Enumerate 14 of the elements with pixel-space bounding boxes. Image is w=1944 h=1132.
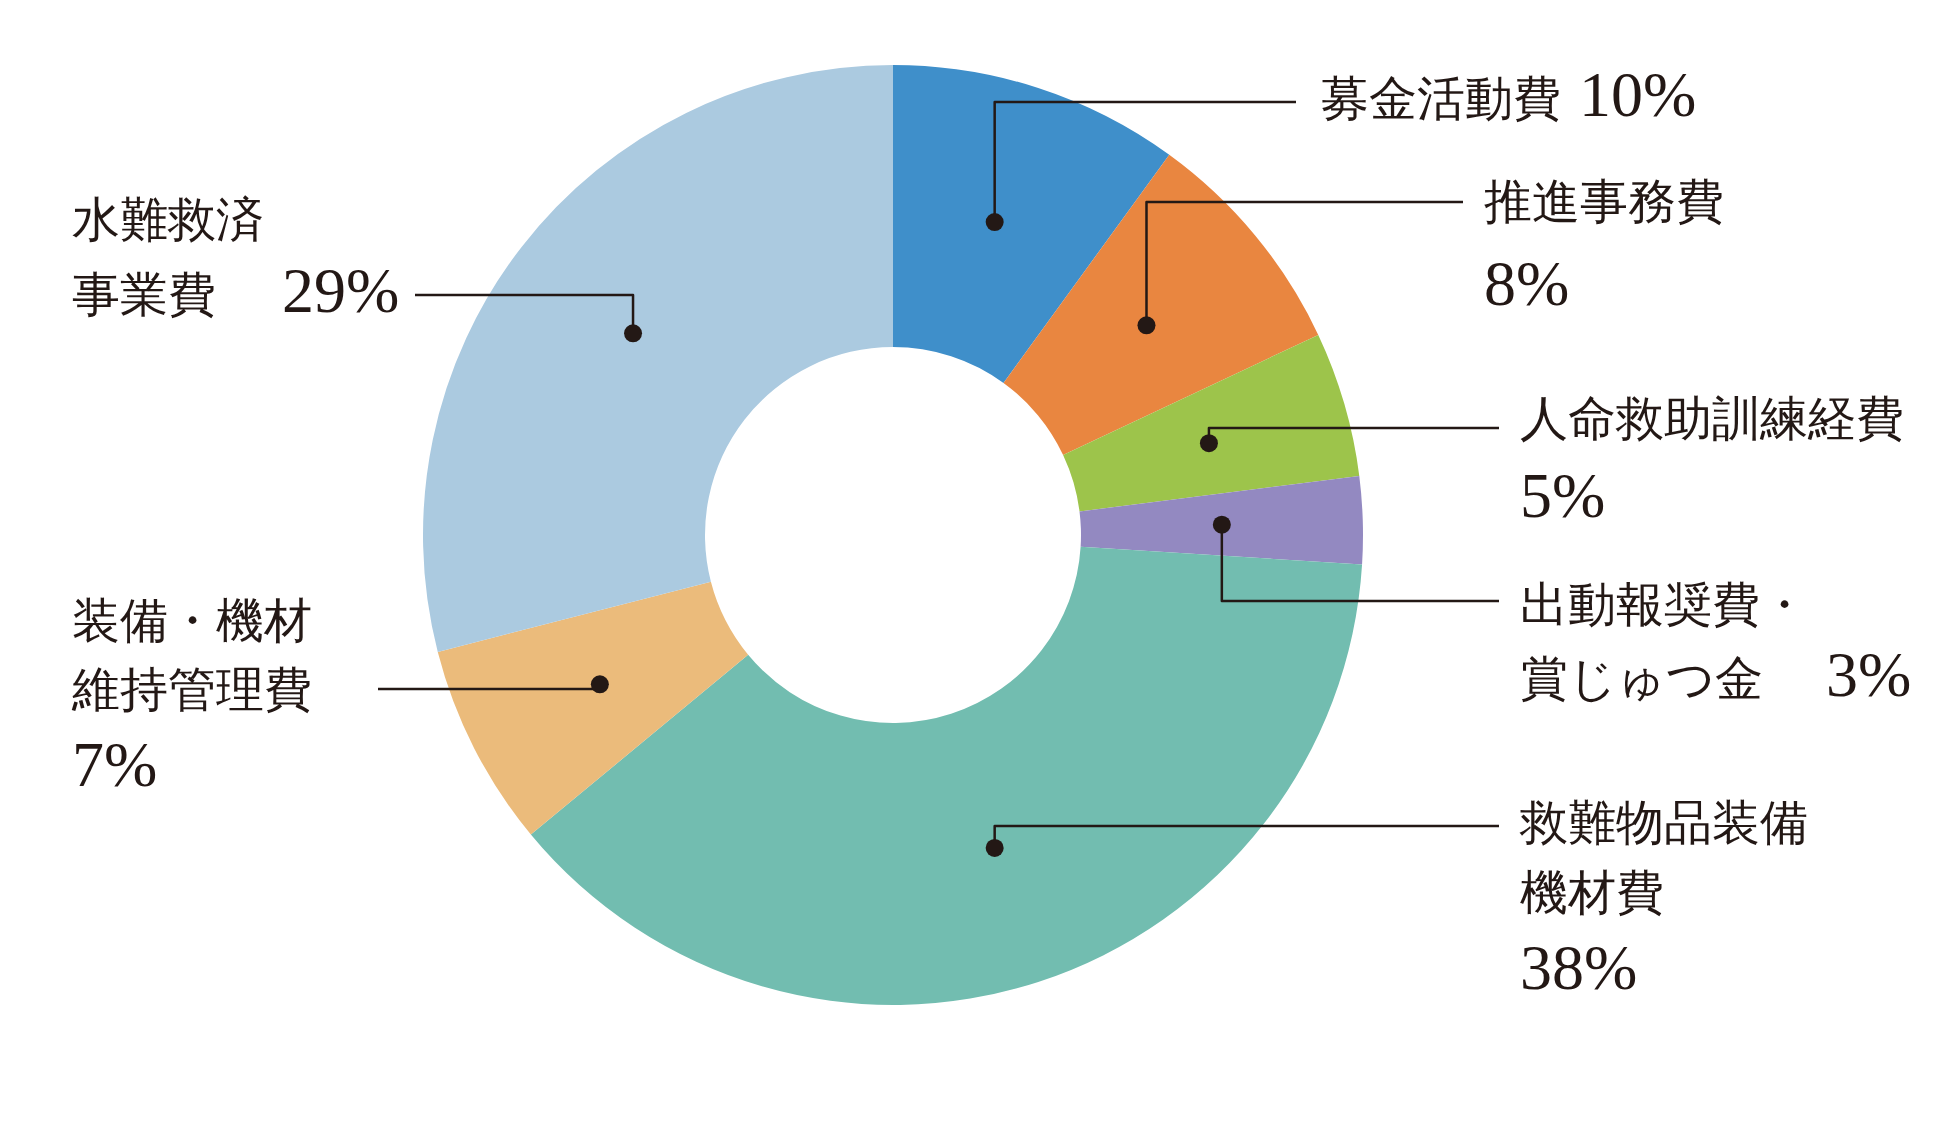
slice-label: 救難物品装備機材費: [1519, 795, 1808, 919]
slice-label: 出動報奨費・賞じゅつ金: [1520, 577, 1808, 705]
data-label: 10%: [1579, 58, 1697, 130]
data-label: 7%: [72, 728, 158, 800]
slice-label: 装備・機材維持管理費: [71, 593, 312, 716]
slice-label: 募金活動費: [1321, 71, 1561, 125]
data-label: 38%: [1520, 931, 1638, 1003]
data-label: 29%: [282, 254, 400, 326]
data-label: 3%: [1826, 638, 1912, 710]
data-label: 5%: [1520, 459, 1606, 531]
slice-label: 推進事務費: [1484, 174, 1724, 228]
slice-label: 水難救済事業費: [72, 192, 264, 321]
slice-label: 人命救助訓練経費: [1520, 391, 1904, 445]
data-label: 8%: [1484, 247, 1570, 319]
